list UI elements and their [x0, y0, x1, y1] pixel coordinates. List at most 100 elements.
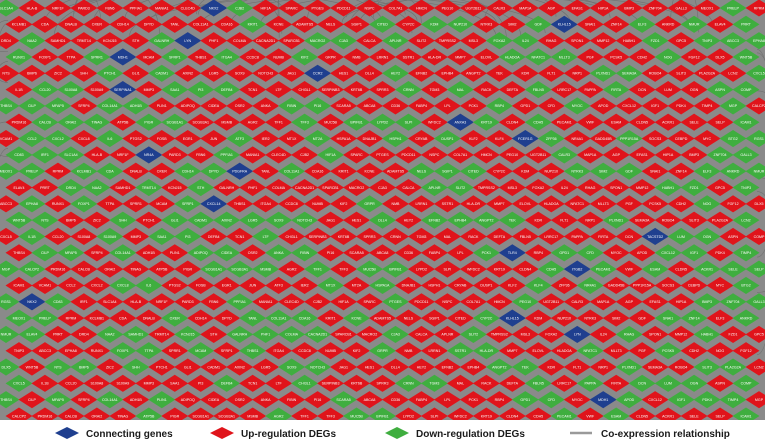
- down-regulated-gene-node: [498, 211, 526, 229]
- gene-label: CLEC4D: [181, 6, 196, 10]
- gene-label: DLX5: [716, 55, 725, 59]
- gene-label: AGP: [612, 153, 620, 157]
- up-regulated-gene-node: [83, 276, 111, 294]
- gene-label: BMP3: [689, 153, 699, 157]
- gene-label: FGF12: [740, 349, 751, 353]
- up-regulated-gene-node: [200, 97, 228, 115]
- gene-label: NRP1: [598, 365, 608, 369]
- gene-label: HIF1A: [325, 153, 336, 157]
- up-regulated-gene-node: [680, 48, 708, 66]
- gene-label: HIP1A: [663, 153, 674, 157]
- up-regulated-gene-node: [265, 178, 293, 197]
- down-regulated-gene-node: [420, 15, 448, 33]
- up-regulated-gene-node: [148, 195, 176, 213]
- up-regulated-gene-node: [602, 276, 630, 294]
- down-regulated-gene-node: [511, 32, 539, 50]
- connecting-gene-node: [498, 244, 526, 262]
- up-regulated-gene-node: [278, 260, 306, 278]
- gene-label: S100A9: [90, 88, 103, 92]
- down-regulated-gene-node: [719, 162, 747, 180]
- down-regulated-gene-node: [369, 211, 396, 229]
- gene-label: AXIN2: [234, 365, 244, 369]
- up-regulated-gene-node: [745, 0, 765, 17]
- down-regulated-gene-node: [31, 146, 59, 164]
- down-regulated-gene-node: [732, 276, 760, 294]
- down-regulated-gene-node: [122, 97, 150, 115]
- up-regulated-gene-node: [667, 97, 695, 115]
- up-regulated-gene-node: [70, 32, 98, 50]
- down-regulated-gene-node: [31, 211, 59, 229]
- gene-label: S100A8: [77, 235, 90, 239]
- gene-label: FABP4: [416, 398, 427, 402]
- up-regulated-gene-node: [252, 293, 280, 311]
- gene-label: SERPINB3: [309, 235, 327, 239]
- down-regulated-gene-node: [187, 211, 215, 229]
- gene-label: OGN: [703, 235, 712, 239]
- down-regulated-gene-node: [109, 342, 137, 360]
- up-regulated-gene-node: [122, 162, 150, 180]
- gene-label: ZNF14: [689, 316, 700, 320]
- up-regulated-gene-node: [641, 64, 669, 82]
- gene-label: FIRTA: [611, 382, 622, 386]
- gene-label: EGR1: [222, 284, 232, 288]
- up-regulated-gene-node: [394, 309, 422, 327]
- co-expression-edge: [0, 121, 9, 157]
- up-regulated-gene-node: [446, 146, 474, 164]
- gene-label: THBS1: [247, 349, 259, 353]
- gene-label: LRRC17: [557, 382, 571, 386]
- up-regulated-gene-node: [369, 146, 396, 164]
- up-regulated-gene-node: [239, 244, 267, 262]
- down-regulated-gene-node: [304, 358, 332, 376]
- gene-label: SOCS3: [662, 284, 674, 288]
- gene-label: PPP1R15A: [633, 284, 652, 288]
- down-regulated-gene-node: [31, 309, 59, 327]
- up-regulated-gene-node: [148, 97, 176, 115]
- up-regulated-gene-node: [537, 32, 565, 50]
- down-regulated-gene-node: [732, 309, 760, 327]
- up-regulated-gene-node: [70, 130, 98, 148]
- gene-label: FABP4: [429, 251, 440, 255]
- down-regulated-gene-node: [0, 325, 20, 343]
- gene-label: TLR4: [508, 251, 517, 255]
- gene-label: PDCD11: [337, 6, 351, 10]
- down-regulated-gene-node: [0, 293, 20, 311]
- up-regulated-gene-node: [278, 130, 306, 148]
- gene-label: CXCL12: [622, 104, 636, 108]
- gene-label: SLC1A4: [103, 300, 116, 304]
- down-regulated-gene-node: [343, 309, 371, 327]
- gene-label: CYP2C: [402, 23, 414, 27]
- up-regulated-gene-node: [641, 130, 669, 148]
- up-regulated-gene-node: [537, 325, 565, 343]
- connecting-gene-node: [511, 130, 539, 148]
- gene-label: LRRN1: [416, 202, 428, 206]
- gene-label: SOX9: [287, 365, 297, 369]
- up-regulated-gene-node: [317, 374, 345, 392]
- gene-label: SPARCB1: [322, 186, 339, 190]
- down-regulated-gene-node: [18, 97, 46, 115]
- gene-label: PDK4: [676, 104, 685, 108]
- down-regulated-gene-node: [485, 32, 513, 50]
- gene-label: KLHL15: [558, 23, 571, 27]
- connecting-gene-node: [563, 325, 591, 343]
- gene-label: DPYD: [144, 23, 154, 27]
- down-regulated-gene-node: [0, 162, 20, 180]
- gene-label: UGT2B11: [543, 300, 559, 304]
- gene-label: KIF2: [353, 349, 361, 353]
- gene-label: CYP2C: [480, 316, 492, 320]
- gene-label: OXER: [92, 23, 103, 27]
- down-regulated-gene-node: [96, 64, 124, 82]
- up-regulated-gene-node: [44, 325, 72, 343]
- up-regulated-gene-node: [524, 309, 552, 327]
- gene-label: NUP210: [454, 23, 468, 27]
- up-regulated-gene-node: [174, 64, 202, 82]
- gene-label: RUNX1: [91, 349, 103, 353]
- up-regulated-gene-node: [654, 407, 682, 420]
- up-regulated-gene-node: [109, 15, 137, 33]
- gene-label: HES1: [339, 72, 348, 76]
- down-regulated-gene-node: [96, 325, 124, 343]
- gene-label: CEBPD: [688, 284, 701, 288]
- up-regulated-gene-node: [472, 178, 500, 197]
- gene-label: DNAJB1: [363, 137, 377, 141]
- gene-label: SLIT2: [456, 186, 466, 190]
- legend-down-regulation: Down-regulation DEGs: [385, 427, 525, 440]
